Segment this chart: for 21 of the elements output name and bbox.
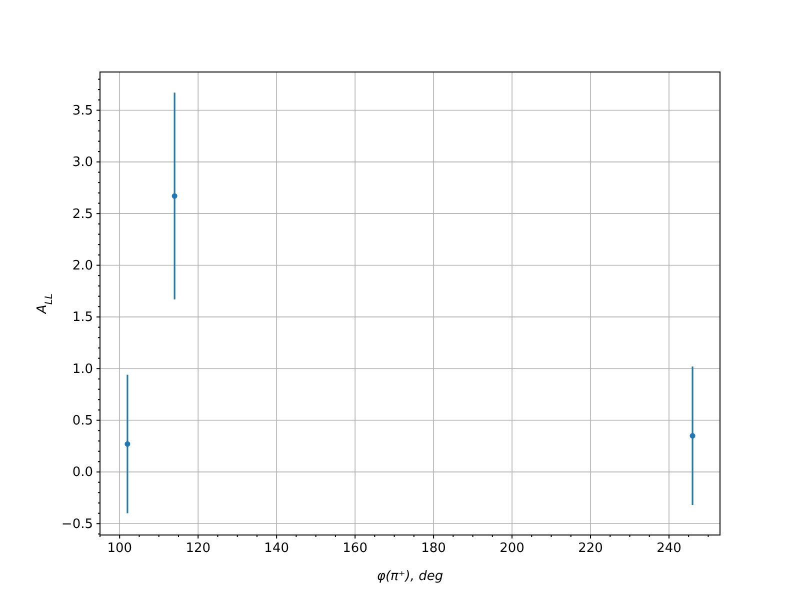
x-tick-label: 120 xyxy=(186,541,211,556)
point xyxy=(124,441,130,447)
y-tick-label: 2.0 xyxy=(72,258,93,274)
y-tick-label: 2.5 xyxy=(72,206,93,222)
y-tick-label: 3.5 xyxy=(72,103,93,118)
point xyxy=(690,433,696,439)
y-tick-label: 1.5 xyxy=(72,310,93,326)
x-tick-label: 240 xyxy=(656,541,682,556)
x-tick-label: 220 xyxy=(578,541,603,556)
y-tick-label: 0.0 xyxy=(72,465,93,480)
y-tick-label: 1.0 xyxy=(72,362,93,377)
x-tick-label: 100 xyxy=(107,541,132,556)
y-tick-label: 3.0 xyxy=(72,155,93,170)
point xyxy=(172,193,178,199)
x-tick-label: 160 xyxy=(342,541,368,556)
x-tick-label: 200 xyxy=(500,541,524,556)
y-tick-label: 0.5 xyxy=(72,413,93,428)
x-tick-label: 180 xyxy=(421,541,446,556)
y-tick-label: −0.5 xyxy=(61,516,93,532)
x-axis-title: φ(π⁺), deg xyxy=(376,569,444,584)
x-tick-label: 140 xyxy=(264,541,289,556)
